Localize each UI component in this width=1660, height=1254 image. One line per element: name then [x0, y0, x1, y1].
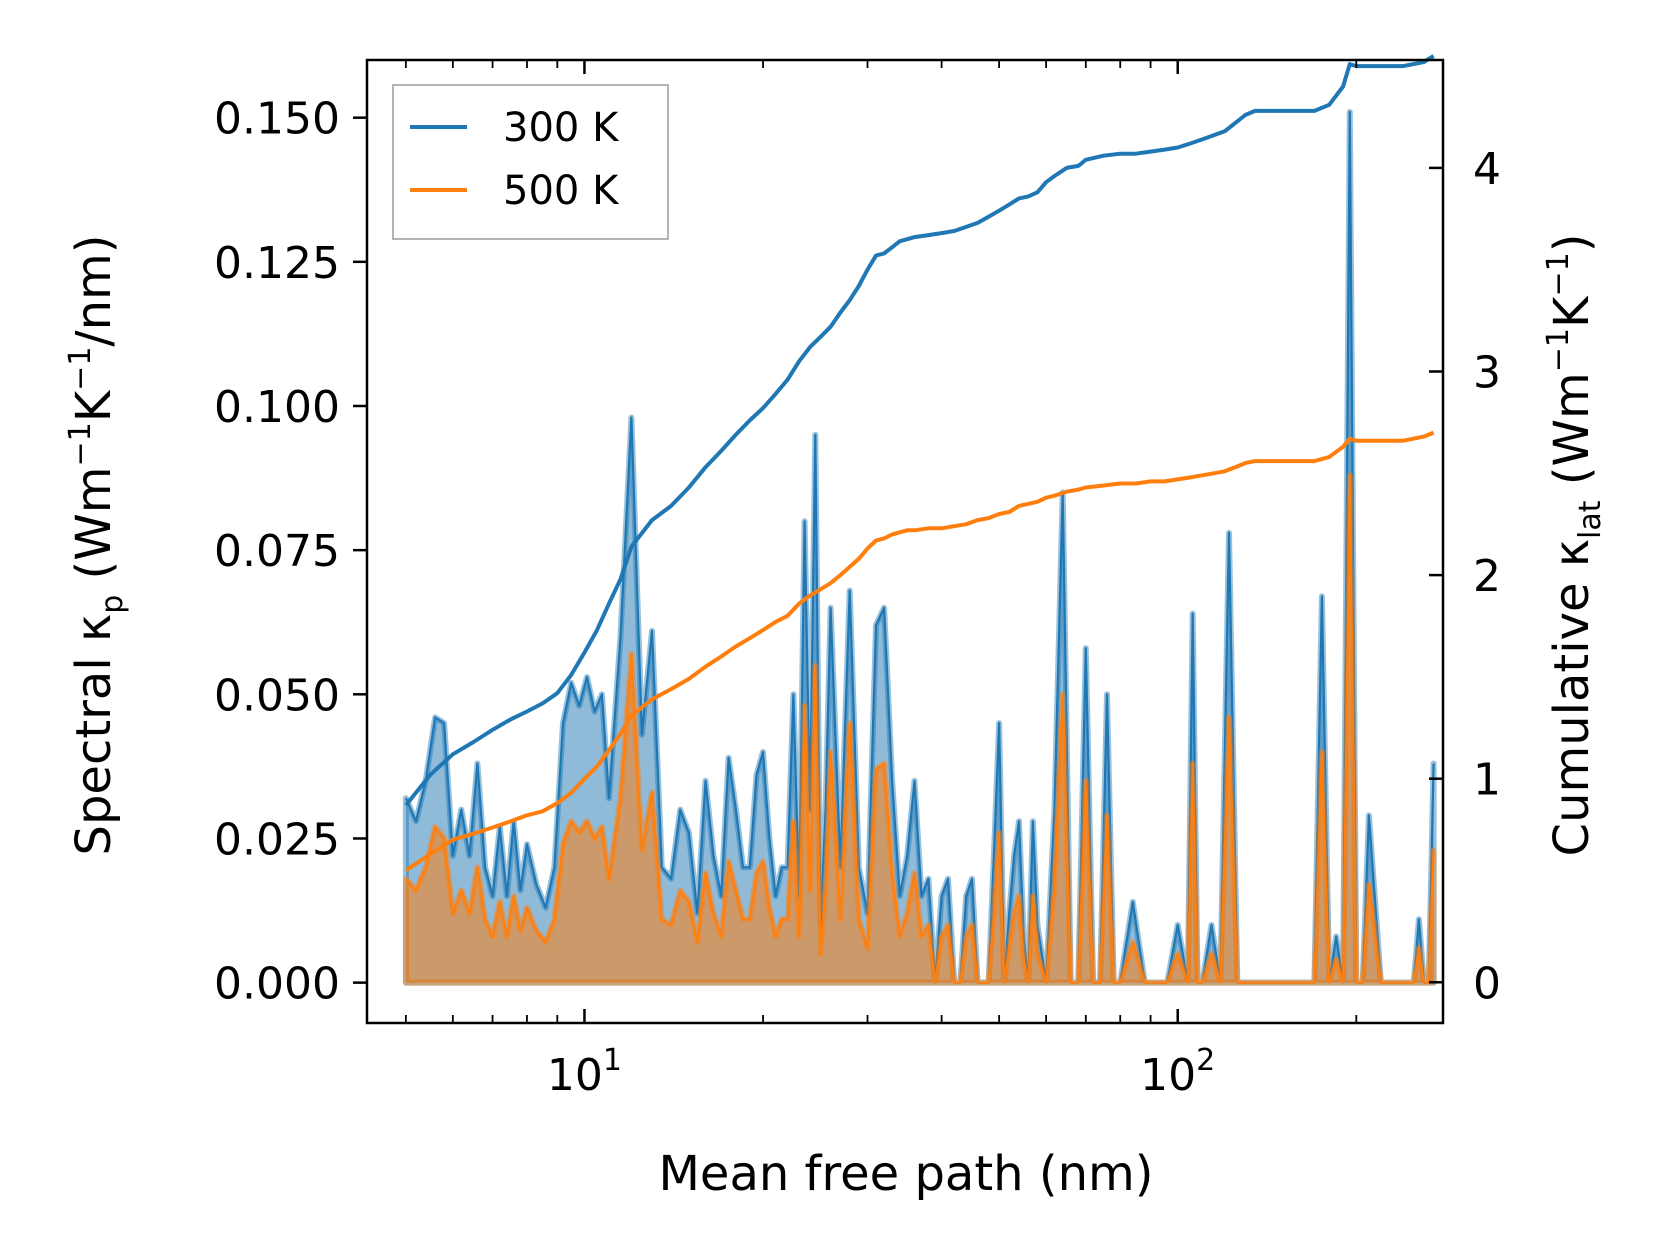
y-left-tick-label: 0.100 [214, 382, 340, 433]
spectral-fills [402, 108, 1437, 986]
legend-label-500k: 500 K [503, 168, 620, 214]
y-left-tick-label: 0.050 [214, 670, 340, 721]
legend-label-300k: 300 K [503, 105, 620, 151]
series-lines [404, 54, 1435, 872]
y-right-tick-label: 4 [1473, 144, 1501, 195]
legend-box [392, 84, 669, 240]
y-left-tick-label: 0.025 [214, 814, 340, 865]
y-left-tick-label: 0.150 [214, 94, 340, 145]
y-right-tick-label: 0 [1473, 958, 1501, 1009]
y-right-tick-label: 3 [1473, 347, 1501, 398]
plot-frame [365, 58, 1445, 1025]
x-axis-label: Mean free path (nm) [659, 1146, 1154, 1202]
x-tick-label: 101 [547, 1043, 622, 1101]
y-axis-label-right: Cumulative κlat (Wm−1K−1) [1541, 234, 1608, 857]
y-axis-label-left: Spectral κp (Wm−1K−1/nm) [63, 235, 130, 856]
cumulative-line-500k [404, 430, 1435, 872]
axis-ticks: 0.000 0.025 0.050 0.075 0.100 0.125 0.150 0 1 2 3 4… [214, 60, 1501, 1101]
y-left-tick-label: 0.000 [214, 959, 340, 1010]
y-left-tick-label: 0.075 [214, 526, 340, 577]
cumulative-line-300k [404, 54, 1435, 807]
y-right-tick-label: 2 [1473, 551, 1501, 602]
spectral-line-500k [405, 474, 1435, 984]
x-tick-label: 102 [1140, 1043, 1215, 1101]
legend: 300 K 500 K [392, 84, 669, 240]
y-left-tick-label: 0.125 [214, 238, 340, 289]
y-right-tick-label: 1 [1473, 755, 1501, 806]
